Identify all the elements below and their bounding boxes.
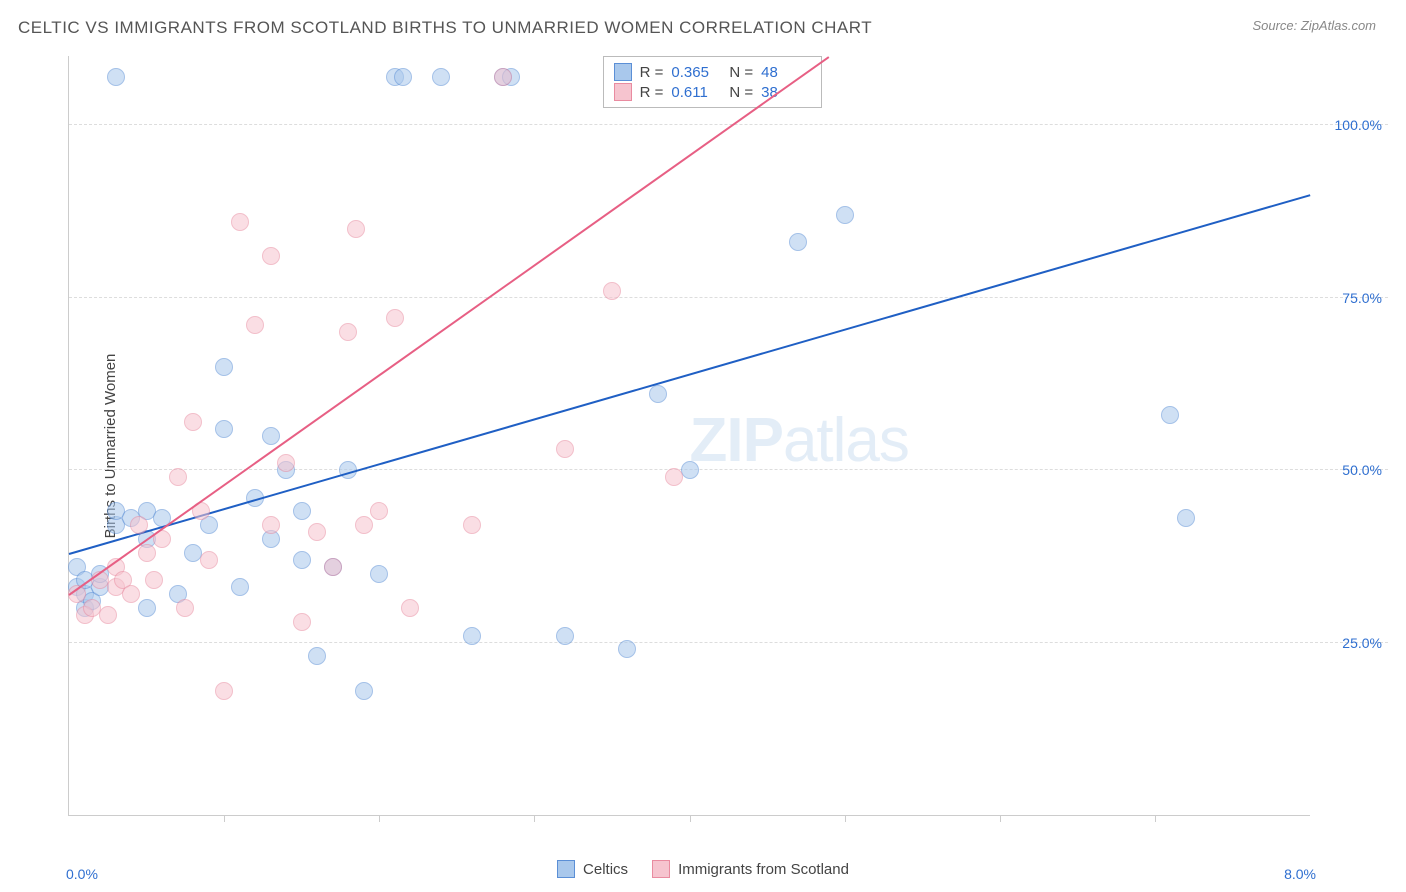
scatter-point-celtics <box>618 640 636 658</box>
x-tick <box>1155 815 1156 822</box>
scatter-point-immigrants <box>138 544 156 562</box>
scatter-point-immigrants <box>246 316 264 334</box>
x-tick <box>1000 815 1001 822</box>
stats-legend-box: R =0.365N =48R =0.611N =38 <box>603 56 823 108</box>
scatter-point-immigrants <box>463 516 481 534</box>
scatter-point-celtics <box>215 358 233 376</box>
scatter-point-immigrants <box>339 323 357 341</box>
gridline <box>69 124 1388 125</box>
scatter-point-immigrants <box>370 502 388 520</box>
swatch-icon <box>614 63 632 81</box>
swatch-icon <box>614 83 632 101</box>
scatter-point-celtics <box>394 68 412 86</box>
stats-row-immigrants: R =0.611N =38 <box>614 83 812 101</box>
scatter-point-immigrants <box>122 585 140 603</box>
r-value: 0.365 <box>671 64 721 81</box>
scatter-point-immigrants <box>130 516 148 534</box>
y-tick-label: 25.0% <box>1342 635 1382 651</box>
legend-label: Celtics <box>583 861 628 878</box>
scatter-point-celtics <box>556 627 574 645</box>
watermark: ZIPatlas <box>690 405 909 476</box>
scatter-point-celtics <box>432 68 450 86</box>
scatter-point-immigrants <box>184 413 202 431</box>
scatter-point-celtics <box>215 420 233 438</box>
scatter-point-immigrants <box>665 468 683 486</box>
scatter-point-immigrants <box>386 309 404 327</box>
plot-area: ZIPatlas R =0.365N =48R =0.611N =38 25.0… <box>68 56 1310 816</box>
scatter-point-celtics <box>308 647 326 665</box>
x-tick <box>534 815 535 822</box>
swatch-icon <box>557 860 575 878</box>
scatter-point-immigrants <box>231 213 249 231</box>
scatter-point-celtics <box>107 68 125 86</box>
x-tick <box>690 815 691 822</box>
scatter-point-immigrants <box>556 440 574 458</box>
scatter-point-immigrants <box>324 558 342 576</box>
swatch-icon <box>652 860 670 878</box>
scatter-point-immigrants <box>293 613 311 631</box>
r-value: 0.611 <box>671 84 721 101</box>
scatter-point-celtics <box>370 565 388 583</box>
scatter-point-immigrants <box>176 599 194 617</box>
scatter-point-celtics <box>231 578 249 596</box>
scatter-point-celtics <box>681 461 699 479</box>
x-tick <box>845 815 846 822</box>
legend-item-immigrants: Immigrants from Scotland <box>652 860 849 878</box>
watermark-bold: ZIP <box>690 406 783 475</box>
scatter-point-immigrants <box>169 468 187 486</box>
scatter-point-celtics <box>1161 406 1179 424</box>
x-tick <box>379 815 380 822</box>
y-tick-label: 100.0% <box>1335 117 1382 133</box>
scatter-point-celtics <box>836 206 854 224</box>
trendline-immigrants <box>68 56 829 596</box>
scatter-point-celtics <box>1177 509 1195 527</box>
r-label: R = <box>640 84 664 101</box>
scatter-point-celtics <box>138 599 156 617</box>
y-tick-label: 50.0% <box>1342 462 1382 478</box>
scatter-point-immigrants <box>494 68 512 86</box>
legend-label: Immigrants from Scotland <box>678 861 849 878</box>
r-label: R = <box>640 64 664 81</box>
source-label: Source: ZipAtlas.com <box>1252 18 1376 33</box>
scatter-point-immigrants <box>308 523 326 541</box>
chart-title: CELTIC VS IMMIGRANTS FROM SCOTLAND BIRTH… <box>18 18 872 38</box>
scatter-point-immigrants <box>262 516 280 534</box>
stats-row-celtics: R =0.365N =48 <box>614 63 812 81</box>
scatter-point-immigrants <box>401 599 419 617</box>
scatter-point-celtics <box>789 233 807 251</box>
scatter-point-celtics <box>355 682 373 700</box>
scatter-point-celtics <box>293 502 311 520</box>
scatter-point-immigrants <box>603 282 621 300</box>
scatter-point-immigrants <box>347 220 365 238</box>
scatter-point-immigrants <box>200 551 218 569</box>
scatter-point-immigrants <box>262 247 280 265</box>
y-tick-label: 75.0% <box>1342 290 1382 306</box>
scatter-point-immigrants <box>145 571 163 589</box>
bottom-legend: Celtics Immigrants from Scotland <box>0 860 1406 878</box>
scatter-point-celtics <box>463 627 481 645</box>
scatter-point-celtics <box>293 551 311 569</box>
chart-container: Births to Unmarried Women ZIPatlas R =0.… <box>48 56 1388 836</box>
gridline <box>69 642 1388 643</box>
gridline <box>69 469 1388 470</box>
watermark-light: atlas <box>783 406 909 475</box>
scatter-point-immigrants <box>355 516 373 534</box>
x-tick <box>224 815 225 822</box>
legend-item-celtics: Celtics <box>557 860 628 878</box>
scatter-point-immigrants <box>215 682 233 700</box>
n-label: N = <box>729 84 753 101</box>
scatter-point-celtics <box>649 385 667 403</box>
n-label: N = <box>729 64 753 81</box>
trendline-celtics <box>69 194 1311 555</box>
scatter-point-immigrants <box>99 606 117 624</box>
scatter-point-immigrants <box>277 454 295 472</box>
gridline <box>69 297 1388 298</box>
scatter-point-celtics <box>262 427 280 445</box>
